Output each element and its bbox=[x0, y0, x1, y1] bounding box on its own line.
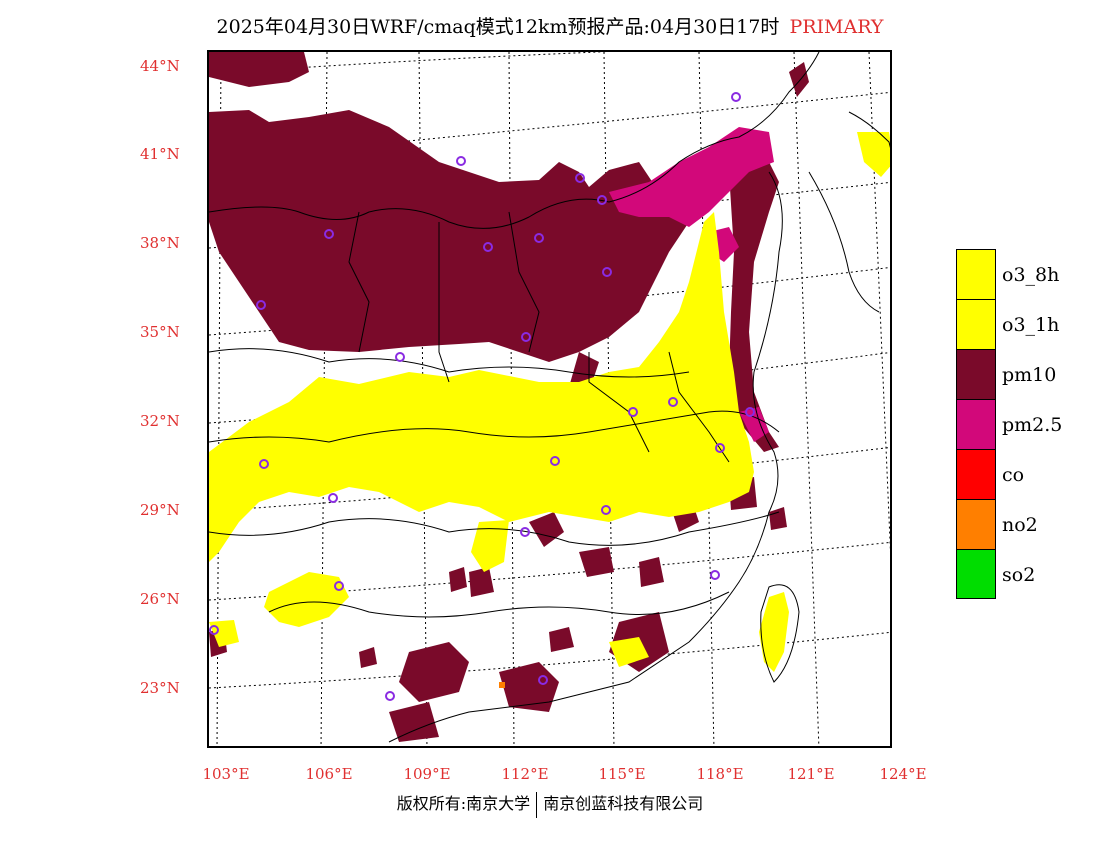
station-marker bbox=[575, 173, 585, 183]
station-marker bbox=[385, 691, 395, 701]
station-marker bbox=[731, 92, 741, 102]
legend-label: o3_1h bbox=[1002, 314, 1060, 336]
lat-label-26: 26°N bbox=[140, 590, 180, 608]
lon-label-115: 115°E bbox=[598, 765, 646, 783]
station-marker bbox=[520, 527, 530, 537]
station-marker bbox=[534, 233, 544, 243]
legend-label: pm10 bbox=[1002, 364, 1057, 386]
station-marker bbox=[256, 300, 266, 310]
legend-swatch bbox=[956, 399, 996, 449]
station-marker bbox=[456, 156, 466, 166]
o3-regions bbox=[209, 132, 890, 672]
lon-label-109: 109°E bbox=[403, 765, 451, 783]
station-marker bbox=[538, 675, 548, 685]
station-marker bbox=[715, 443, 725, 453]
station-marker bbox=[597, 195, 607, 205]
station-marker bbox=[483, 242, 493, 252]
station-marker bbox=[324, 229, 334, 239]
legend-label: pm2.5 bbox=[1002, 414, 1063, 436]
map-title: 2025年04月30日WRF/cmaq模式12km预报产品:04月30日17时 P… bbox=[0, 12, 1100, 39]
lat-label-38: 38°N bbox=[140, 234, 180, 252]
lat-label-32: 32°N bbox=[140, 412, 180, 430]
pollutant-map[interactable] bbox=[209, 52, 892, 748]
lon-label-121: 121°E bbox=[787, 765, 835, 783]
lat-label-44: 44°N bbox=[140, 57, 180, 75]
legend-item-so2: so2 bbox=[956, 549, 1096, 599]
station-marker bbox=[209, 625, 219, 635]
station-marker bbox=[602, 267, 612, 277]
legend-item-no2: no2 bbox=[956, 499, 1096, 549]
lat-label-23: 23°N bbox=[140, 679, 180, 697]
no2-patch bbox=[499, 682, 505, 688]
map-frame[interactable] bbox=[207, 50, 892, 748]
lat-label-29: 29°N bbox=[140, 501, 180, 519]
station-marker bbox=[328, 493, 338, 503]
station-marker bbox=[628, 407, 638, 417]
title-variable-tag: PRIMARY bbox=[789, 16, 884, 38]
station-marker bbox=[550, 456, 560, 466]
legend-item-pm25: pm2.5 bbox=[956, 399, 1096, 449]
legend-label: o3_8h bbox=[1002, 264, 1060, 286]
boundary-lines bbox=[209, 52, 890, 743]
legend-item-pm10: pm10 bbox=[956, 349, 1096, 399]
title-main: 2025年04月30日WRF/cmaq模式12km预报产品:04月30日17时 bbox=[216, 16, 780, 38]
legend-item-o3-8h: o3_8h bbox=[956, 249, 1096, 299]
legend-item-co: co bbox=[956, 449, 1096, 499]
station-marker bbox=[601, 505, 611, 515]
station-marker bbox=[521, 332, 531, 342]
legend-swatch bbox=[956, 299, 996, 349]
lat-label-35: 35°N bbox=[140, 323, 180, 341]
legend-swatch bbox=[956, 499, 996, 549]
legend-swatch bbox=[956, 449, 996, 499]
legend-item-o3-1h: o3_1h bbox=[956, 299, 1096, 349]
station-marker bbox=[259, 459, 269, 469]
station-marker bbox=[395, 352, 405, 362]
station-marker bbox=[668, 397, 678, 407]
legend-label: so2 bbox=[1002, 564, 1036, 586]
footer-company: 南京创蓝科技有限公司 bbox=[543, 794, 704, 813]
lon-label-103: 103°E bbox=[202, 765, 250, 783]
lat-label-41: 41°N bbox=[140, 145, 180, 163]
station-marker bbox=[334, 581, 344, 591]
footer-divider bbox=[536, 791, 538, 818]
lon-label-106: 106°E bbox=[305, 765, 353, 783]
footer-copyright: 版权所有:南京大学 bbox=[396, 794, 531, 813]
legend-swatch bbox=[956, 249, 996, 299]
lon-label-112: 112°E bbox=[501, 765, 549, 783]
legend-label: co bbox=[1002, 464, 1025, 486]
legend: o3_8h o3_1h pm10 pm2.5 co no2 so2 bbox=[956, 249, 1096, 599]
station-marker bbox=[745, 407, 755, 417]
copyright-footer: 版权所有:南京大学 南京创蓝科技有限公司 bbox=[0, 790, 1100, 818]
station-marker bbox=[710, 570, 720, 580]
legend-swatch bbox=[956, 349, 996, 399]
legend-label: no2 bbox=[1002, 514, 1038, 536]
lon-label-118: 118°E bbox=[696, 765, 744, 783]
lon-label-124: 124°E bbox=[879, 765, 927, 783]
legend-swatch bbox=[956, 549, 996, 599]
station-markers bbox=[209, 92, 755, 701]
